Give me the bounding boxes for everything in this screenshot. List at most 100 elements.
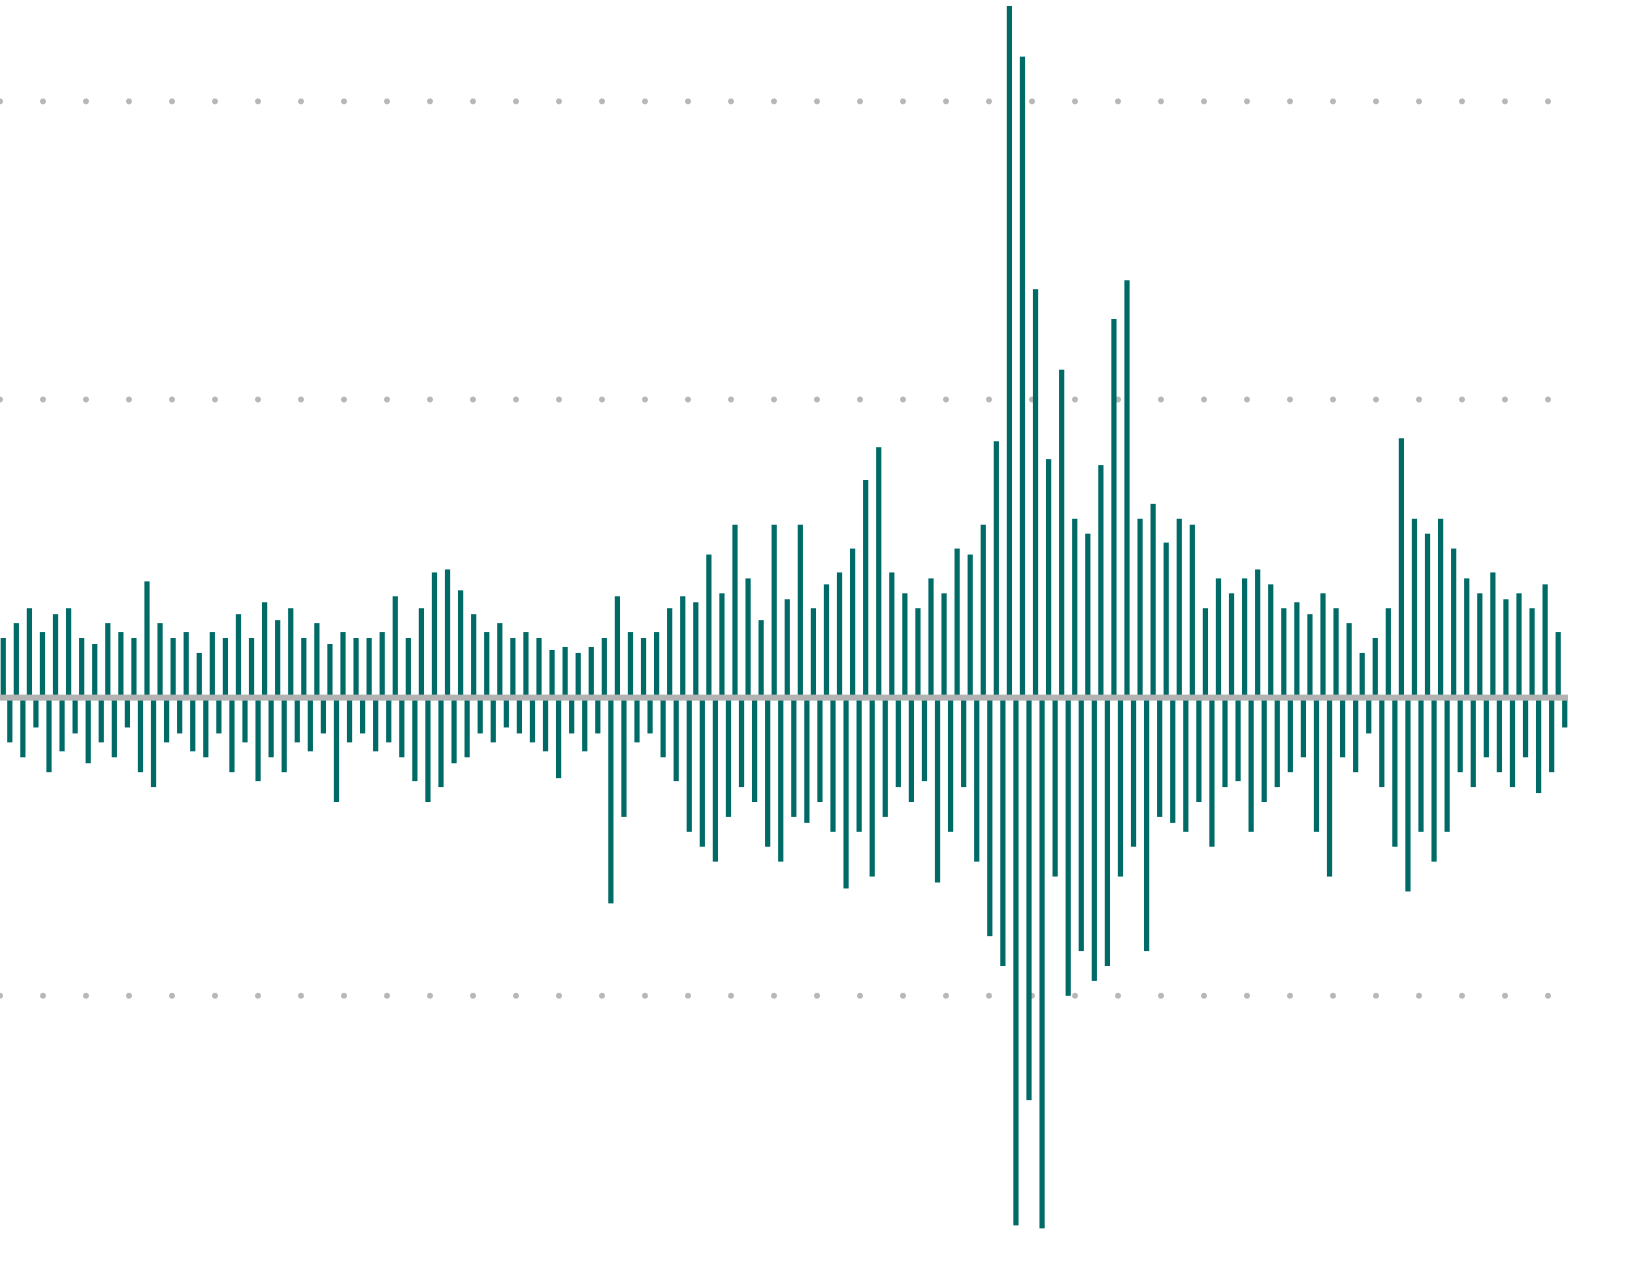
bar <box>908 697 915 803</box>
bar <box>137 697 144 773</box>
bar <box>823 584 830 698</box>
bar <box>261 602 268 698</box>
bar <box>412 697 418 782</box>
bar <box>229 697 235 773</box>
bar <box>1170 697 1176 823</box>
bar <box>170 638 176 698</box>
bar <box>301 638 307 698</box>
bar <box>1522 697 1529 758</box>
bar <box>974 697 980 862</box>
bar <box>778 697 784 862</box>
bar <box>294 697 300 743</box>
bar <box>621 697 627 817</box>
bar <box>7 697 13 743</box>
bar <box>1281 608 1287 698</box>
bar <box>1549 697 1555 773</box>
bar <box>1241 578 1248 698</box>
bar <box>686 697 692 832</box>
bar <box>588 646 594 698</box>
bar <box>699 697 705 847</box>
bar <box>307 697 313 752</box>
bar <box>1026 697 1032 1101</box>
bar <box>314 623 320 698</box>
bar <box>941 593 947 698</box>
bar <box>1496 697 1503 773</box>
bar <box>392 596 398 698</box>
bar <box>693 602 699 698</box>
bar <box>39 632 46 698</box>
bar <box>516 697 523 734</box>
bar <box>1032 289 1039 698</box>
bar <box>523 632 529 698</box>
bar <box>1045 459 1052 698</box>
bar <box>242 697 248 743</box>
bar <box>399 697 405 758</box>
bar <box>529 697 536 743</box>
bar <box>1490 572 1496 698</box>
bar <box>961 697 967 788</box>
bar <box>1437 518 1444 698</box>
bar <box>92 643 98 698</box>
bar <box>359 697 366 734</box>
bar <box>751 697 758 803</box>
bar <box>902 593 908 698</box>
bar <box>0 638 6 698</box>
bar <box>1150 503 1156 698</box>
bar <box>438 697 444 788</box>
bar <box>889 572 895 698</box>
bar <box>98 697 104 743</box>
bar <box>738 697 745 788</box>
bar <box>1418 697 1424 832</box>
bar <box>268 697 274 758</box>
bar <box>836 572 843 698</box>
bar <box>59 697 65 752</box>
bar <box>1006 5 1013 698</box>
bar <box>601 638 607 698</box>
bar <box>830 697 836 832</box>
bar <box>1215 578 1222 698</box>
bar <box>418 608 425 698</box>
bar <box>163 697 170 743</box>
bar <box>425 697 431 803</box>
bar <box>1019 56 1026 698</box>
bar <box>575 652 581 698</box>
bar <box>1542 584 1548 698</box>
bar <box>131 638 137 698</box>
bar <box>640 638 647 698</box>
bar <box>804 697 810 823</box>
bar <box>660 697 666 758</box>
bar <box>595 697 601 734</box>
bar <box>216 697 222 734</box>
bar <box>1163 542 1169 698</box>
bar <box>1059 369 1065 698</box>
bar <box>46 697 52 773</box>
bar <box>1124 280 1130 698</box>
bar <box>797 524 803 698</box>
bar <box>1307 614 1313 698</box>
bar <box>79 638 85 698</box>
bar <box>647 697 653 734</box>
bar <box>177 697 183 734</box>
bar <box>1078 697 1084 952</box>
bar <box>810 608 817 698</box>
bar <box>33 697 39 728</box>
bar <box>791 697 797 817</box>
bar <box>1451 548 1457 698</box>
bar <box>373 697 379 752</box>
bar <box>725 697 732 817</box>
bar <box>157 623 163 698</box>
bar <box>405 638 411 698</box>
bar <box>1183 697 1189 832</box>
bar <box>1326 697 1333 877</box>
bar <box>1555 632 1561 698</box>
bar <box>190 697 196 752</box>
bar <box>150 697 157 788</box>
bar <box>706 554 712 698</box>
bar <box>1104 697 1111 966</box>
bar <box>634 697 640 743</box>
bar <box>1353 697 1359 773</box>
bar <box>1339 697 1346 758</box>
bar <box>784 599 790 698</box>
bar <box>1176 518 1182 698</box>
bar <box>1143 697 1150 952</box>
